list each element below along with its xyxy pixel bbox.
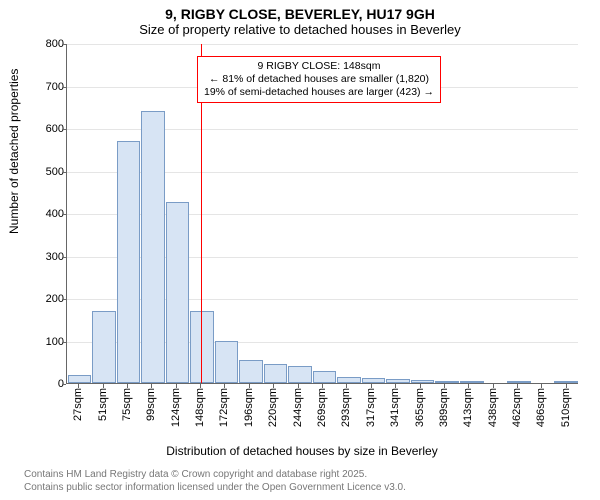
- bar: [313, 371, 337, 383]
- x-tick-label: 196sqm: [243, 388, 255, 427]
- bar: [435, 381, 459, 383]
- plot-area: 9 RIGBY CLOSE: 148sqm ← 81% of detached …: [66, 44, 578, 384]
- annotation-box: 9 RIGBY CLOSE: 148sqm ← 81% of detached …: [197, 56, 441, 103]
- chart-title-main: 9, RIGBY CLOSE, BEVERLEY, HU17 9GH: [0, 0, 600, 22]
- x-tick-label: 124sqm: [170, 388, 182, 427]
- chart-title-sub: Size of property relative to detached ho…: [0, 22, 600, 41]
- x-tick-label: 438sqm: [487, 388, 499, 427]
- bar: [411, 380, 435, 383]
- bar: [507, 381, 531, 383]
- x-tick-label: 99sqm: [145, 388, 157, 421]
- y-tick-label: 800: [38, 38, 64, 50]
- x-tick-label: 269sqm: [316, 388, 328, 427]
- bar: [141, 111, 165, 383]
- y-tick-label: 100: [38, 336, 64, 348]
- x-ticks: 27sqm 51sqm 75sqm 99sqm 124sqm 148sqm 172sqm 19…: [66, 384, 578, 434]
- footer-line-1: Contains HM Land Registry data © Crown c…: [24, 469, 406, 482]
- x-tick-label: 27sqm: [72, 388, 84, 421]
- bar: [166, 202, 190, 383]
- x-tick-label: 341sqm: [389, 388, 401, 427]
- bar: [362, 378, 386, 383]
- y-tick-label: 400: [38, 208, 64, 220]
- y-tick-label: 0: [38, 378, 64, 390]
- x-tick-label: 148sqm: [194, 388, 206, 427]
- x-tick-label: 510sqm: [560, 388, 572, 427]
- x-tick-label: 389sqm: [438, 388, 450, 427]
- y-axis-label: Number of detached properties: [7, 69, 21, 234]
- bar: [215, 341, 239, 384]
- bar: [117, 141, 141, 383]
- bar: [288, 366, 312, 383]
- y-tick-label: 500: [38, 166, 64, 178]
- x-axis-label: Distribution of detached houses by size …: [22, 444, 582, 458]
- annotation-line-3: 19% of semi-detached houses are larger (…: [204, 86, 434, 99]
- x-tick-label: 75sqm: [121, 388, 133, 421]
- x-tick-label: 413sqm: [462, 388, 474, 427]
- x-tick-label: 51sqm: [97, 388, 109, 421]
- y-tick-label: 200: [38, 293, 64, 305]
- x-tick-label: 293sqm: [340, 388, 352, 427]
- footer-line-2: Contains public sector information licen…: [24, 482, 406, 495]
- bar: [68, 375, 92, 383]
- y-tick-label: 600: [38, 123, 64, 135]
- x-tick-label: 244sqm: [292, 388, 304, 427]
- x-tick-label: 486sqm: [535, 388, 547, 427]
- x-tick-label: 365sqm: [414, 388, 426, 427]
- x-tick-label: 317sqm: [365, 388, 377, 427]
- x-tick-label: 220sqm: [267, 388, 279, 427]
- footer-attribution: Contains HM Land Registry data © Crown c…: [24, 469, 406, 494]
- bar: [554, 381, 578, 383]
- y-tick-label: 300: [38, 251, 64, 263]
- bar: [239, 360, 263, 383]
- bar: [386, 379, 410, 383]
- x-tick-label: 172sqm: [218, 388, 230, 427]
- bar: [264, 364, 288, 383]
- bar: [337, 377, 361, 383]
- bar: [460, 381, 484, 383]
- y-tick-label: 700: [38, 81, 64, 93]
- annotation-line-2: ← 81% of detached houses are smaller (1,…: [204, 73, 434, 86]
- bar: [92, 311, 116, 383]
- chart-area: Number of detached properties 0100200300…: [22, 44, 582, 424]
- x-tick-label: 462sqm: [511, 388, 523, 427]
- annotation-line-1: 9 RIGBY CLOSE: 148sqm: [204, 60, 434, 73]
